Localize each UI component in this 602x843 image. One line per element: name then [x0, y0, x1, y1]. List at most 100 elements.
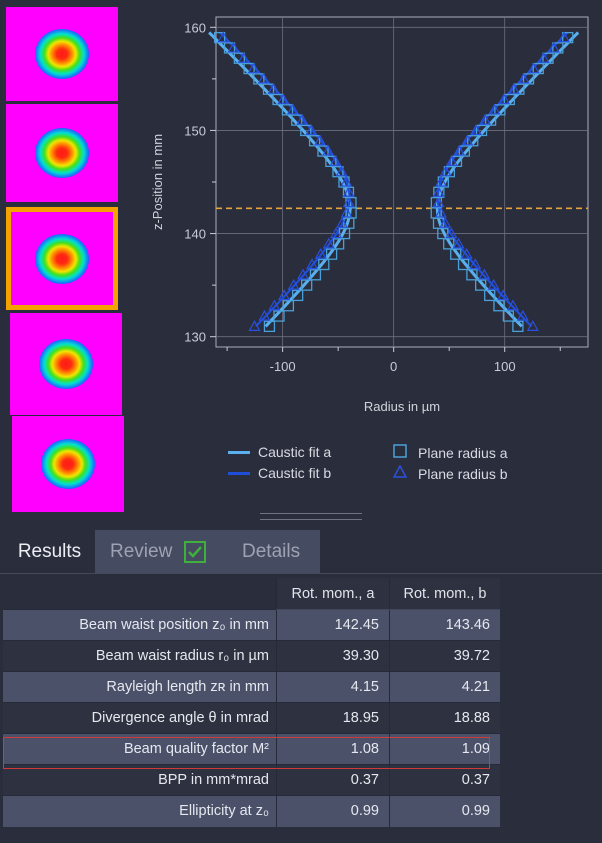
plane-radius-b-marker [435, 175, 448, 187]
plane-radius-b-marker [506, 299, 520, 311]
plane-radius-b-marker [497, 93, 511, 105]
plane-radius-b-marker [227, 41, 240, 53]
legend-label: Caustic fit b [258, 465, 332, 481]
table-row[interactable]: Beam waist radius r₀ in µm 39.30 39.72 [3, 640, 500, 672]
plane-radius-b-marker [547, 41, 560, 53]
plane-radius-a-marker [484, 114, 497, 126]
table-row[interactable]: Ellipticity at z₀ 0.99 0.99 [3, 795, 500, 827]
beam-profile-spot [39, 339, 93, 389]
value-b-cell: 39.72 [389, 640, 500, 672]
y-tick-label: 140 [184, 227, 206, 242]
value-b-cell: 4.21 [389, 671, 500, 703]
value-a-cell: 142.45 [276, 609, 390, 641]
plane-radius-b-marker [314, 134, 327, 146]
tab-results[interactable]: Results [4, 530, 95, 573]
plane-radius-a-marker [243, 62, 255, 75]
beam-profile-spot [35, 29, 89, 79]
plane-radius-b-marker [439, 165, 452, 177]
column-header-a: Rot. mom., a [276, 578, 390, 610]
plane-radius-a-marker [308, 135, 321, 147]
plane-radius-b-marker [497, 289, 510, 301]
plane-radius-a-marker [552, 42, 564, 54]
plane-radius-a-marker [332, 166, 344, 178]
plane-radius-a-marker [223, 42, 236, 54]
plane-radius-a-marker [457, 258, 470, 271]
plane-radius-b-marker [432, 186, 445, 197]
tab-review[interactable]: Review [95, 530, 230, 573]
y-tick-label: 160 [184, 20, 206, 35]
plane-radius-b-marker [517, 72, 530, 84]
plane-radius-b-marker [305, 124, 318, 136]
beam-image-2[interactable] [6, 104, 118, 202]
plane-radius-b-marker [278, 289, 291, 301]
plane-radius-a-marker [502, 310, 515, 322]
plane-radius-b-marker [478, 268, 491, 280]
value-b-cell: 0.99 [389, 795, 500, 827]
caustic-fit-b-line [219, 31, 351, 328]
plane-radius-a-marker [450, 248, 462, 260]
tab-label: Results [17, 540, 82, 562]
caustic-fit-b-line [436, 31, 569, 328]
plane-radius-b-marker [452, 237, 465, 249]
plane-radius-a-marker [233, 52, 245, 64]
plane-radius-b-marker [268, 299, 281, 311]
plane-radius-a-marker [522, 73, 535, 85]
plane-radius-b-marker [322, 237, 335, 249]
table-row[interactable]: Beam quality factor M² 1.08 1.09 [3, 733, 500, 765]
plane-radius-a-marker [318, 258, 330, 271]
tab-details[interactable]: Details [230, 530, 320, 573]
chart-legend: Caustic fit a Caustic fit b Plane radius… [228, 444, 588, 488]
value-a-cell: 0.99 [276, 795, 390, 827]
plane-radius-b-marker [537, 52, 550, 63]
panel-splitter-handle[interactable] [260, 513, 362, 520]
beam-profile-spot [35, 233, 89, 284]
beam-image-4[interactable] [10, 313, 122, 415]
plane-radius-b-marker [322, 144, 335, 156]
value-b-cell: 0.37 [389, 764, 500, 796]
table-row[interactable]: Rayleigh length zʀ in mm 4.15 4.21 [3, 671, 500, 703]
plane-radius-b-marker [340, 175, 353, 187]
table-row[interactable]: Divergence angle θ in mrad 18.95 18.88 [3, 702, 500, 734]
plane-radius-a-marker [253, 73, 265, 85]
plane-radius-b-marker [287, 278, 300, 290]
value-a-cell: 4.15 [276, 671, 390, 703]
plane-radius-b-marker [336, 217, 349, 228]
plane-radius-a-marker [291, 114, 303, 126]
caustic-plot: -100 0 100 130 140 150 160 Radius in µm z-Positi… [140, 0, 602, 520]
y-tick-label: 150 [184, 123, 206, 138]
legend-label: Plane radius a [418, 444, 508, 461]
legend-plane-radius-a: Plane radius a [390, 444, 508, 461]
plane-radius-b-marker [306, 258, 319, 270]
plane-radius-b-marker [445, 155, 458, 166]
plane-radius-b-marker [526, 320, 539, 331]
beam-profile-spot [41, 439, 95, 489]
table-row[interactable]: BPP in mm*mrad 0.37 0.37 [3, 764, 500, 796]
row-label: Beam waist position z₀ in mm [3, 609, 277, 641]
row-label: Rayleigh length zʀ in mm [3, 671, 277, 703]
legend-caustic-fit-a: Caustic fit a [228, 444, 331, 460]
plane-radius-b-marker [237, 52, 250, 63]
plane-radius-b-marker [296, 113, 309, 125]
plane-radius-a-marker [493, 300, 505, 312]
row-label: Beam quality factor M² [3, 733, 277, 765]
plane-radius-b-marker [516, 309, 529, 321]
checkmark-icon [184, 540, 207, 563]
plane-radius-b-marker [453, 144, 466, 156]
plane-radius-b-marker [460, 247, 473, 259]
beam-image-5[interactable] [12, 416, 124, 512]
beam-image-1[interactable] [6, 7, 118, 101]
plane-radius-a-marker [512, 320, 524, 333]
plane-radius-b-marker [469, 258, 482, 270]
plane-radius-a-marker [317, 145, 329, 157]
plane-radius-b-marker [507, 82, 520, 94]
beam-image-strip [0, 0, 130, 520]
tab-label: Review [110, 540, 173, 562]
plane-radius-b-marker [487, 278, 500, 290]
row-label: Divergence angle θ in mrad [3, 702, 277, 734]
plane-radius-a-marker [542, 52, 554, 64]
beam-image-3-selected[interactable] [6, 207, 118, 310]
plane-radius-b-marker [247, 62, 260, 74]
plane-radius-a-marker [325, 155, 337, 168]
plane-radius-a-marker [300, 124, 312, 137]
table-row[interactable]: Beam waist position z₀ in mm 142.45 143.46 [3, 609, 500, 641]
